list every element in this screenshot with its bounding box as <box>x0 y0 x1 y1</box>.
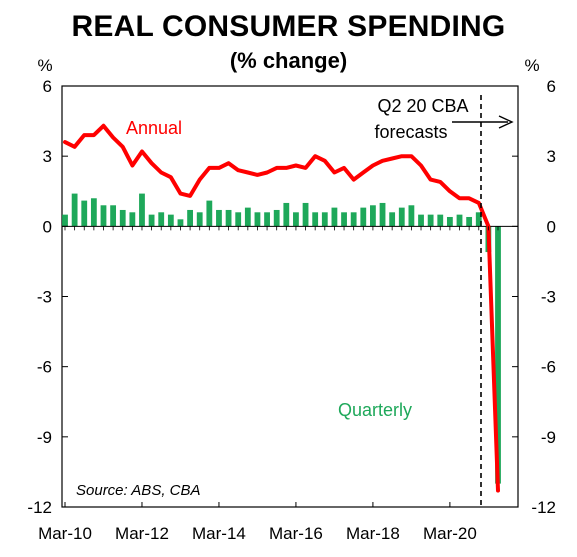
quarterly-bar <box>129 212 136 227</box>
right-axis-tick-label: -9 <box>541 428 556 447</box>
quarterly-bar <box>148 214 155 227</box>
right-axis-tick-label: -12 <box>531 498 556 517</box>
quarterly-bar <box>389 212 396 227</box>
x-axis-ticks: Mar-10 Mar-12 Mar-14 Mar-16 Mar-18 Mar-20 <box>38 226 499 543</box>
chart-subtitle: (% change) <box>229 48 348 73</box>
right-axis-tick-label: -6 <box>541 358 556 377</box>
x-axis-tick-label: Mar-14 <box>192 524 246 543</box>
quarterly-bar <box>119 209 126 227</box>
quarterly-bar <box>158 212 165 227</box>
quarterly-bar <box>379 202 386 227</box>
quarterly-bar <box>90 198 97 227</box>
quarterly-bar <box>398 207 405 227</box>
quarterly-bar <box>495 226 501 484</box>
left-axis-unit: % <box>37 56 52 75</box>
quarterly-bar <box>196 212 203 227</box>
quarterly-bar <box>466 216 473 227</box>
quarterly-bar <box>350 212 357 227</box>
right-axis-ticks: 6 3 0 -3 -6 -9 -12 <box>512 77 556 517</box>
forecast-label-line1: Q2 20 CBA <box>377 96 468 116</box>
left-axis-tick-label: -3 <box>37 288 52 307</box>
left-axis-tick-label: -6 <box>37 358 52 377</box>
left-axis-tick-label: 6 <box>43 77 52 96</box>
plot-frame <box>61 85 519 508</box>
quarterly-bar <box>331 207 338 227</box>
quarterly-bar <box>302 202 309 227</box>
quarterly-bar <box>71 193 78 227</box>
quarterly-bar <box>139 193 145 227</box>
quarterly-bar <box>110 205 117 227</box>
quarterly-bar <box>312 212 319 227</box>
quarterly-bar <box>254 212 261 227</box>
right-axis-tick-label: -3 <box>541 288 556 307</box>
quarterly-bar <box>62 214 68 227</box>
quarterly-bar <box>225 209 232 227</box>
forecast-arrow-head <box>498 115 514 129</box>
chart-title: REAL CONSUMER SPENDING <box>71 10 506 43</box>
quarterly-bar <box>408 205 415 227</box>
x-axis-tick-label: Mar-10 <box>38 524 92 543</box>
quarterly-bar <box>437 214 444 227</box>
right-axis-tick-label: 6 <box>547 77 556 96</box>
quarterly-bar <box>370 205 376 227</box>
quarterly-bar <box>427 214 434 227</box>
left-axis-tick-label: 3 <box>43 147 52 166</box>
annual-series-label: Annual <box>126 118 182 138</box>
x-axis-tick-label: Mar-20 <box>423 524 477 543</box>
quarterly-bar <box>283 202 290 227</box>
quarterly-bar <box>273 209 280 227</box>
quarterly-bar <box>321 212 328 227</box>
right-axis-tick-label: 3 <box>547 147 556 166</box>
x-axis-tick-label: Mar-12 <box>115 524 169 543</box>
right-axis-unit: % <box>524 56 539 75</box>
quarterly-bar <box>81 200 88 227</box>
quarterly-bars <box>62 193 501 484</box>
left-axis-tick-label: -9 <box>37 428 52 447</box>
x-axis-tick-label: Mar-16 <box>269 524 323 543</box>
left-axis-ticks: 6 3 0 -3 -6 -9 -12 <box>27 77 68 517</box>
quarterly-bar <box>206 200 213 227</box>
left-axis-tick-label: -12 <box>27 498 52 517</box>
left-axis-tick-label: 0 <box>43 217 52 236</box>
quarterly-bar <box>187 209 193 227</box>
quarterly-bar <box>341 212 347 227</box>
forecast-label-line2: forecasts <box>374 122 447 142</box>
quarterly-series-label: Quarterly <box>338 400 412 420</box>
quarterly-bar <box>216 209 222 227</box>
quarterly-bar <box>360 207 367 227</box>
quarterly-bar <box>293 212 299 227</box>
annual-line <box>63 123 500 493</box>
quarterly-bar <box>100 205 107 227</box>
source-note: Source: ABS, CBA <box>76 482 201 499</box>
quarterly-bar <box>475 212 482 227</box>
quarterly-bar <box>235 212 242 227</box>
quarterly-bar <box>167 214 174 227</box>
quarterly-bar <box>446 216 453 227</box>
quarterly-bar <box>264 212 270 227</box>
x-axis-tick-label: Mar-18 <box>346 524 400 543</box>
quarterly-bar <box>418 214 424 227</box>
quarterly-bar <box>456 214 463 227</box>
right-axis-tick-label: 0 <box>547 217 556 236</box>
quarterly-bar <box>177 219 184 227</box>
quarterly-bar <box>244 207 251 227</box>
